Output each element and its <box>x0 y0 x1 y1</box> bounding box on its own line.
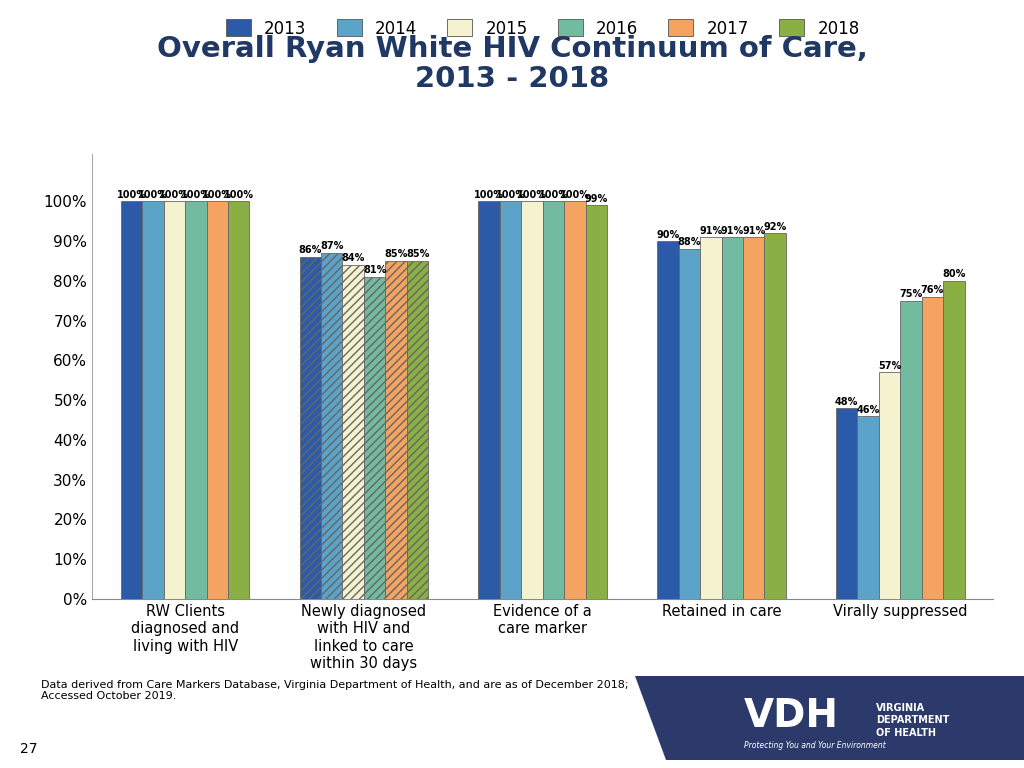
Text: 99%: 99% <box>585 194 608 204</box>
Text: 85%: 85% <box>406 250 429 260</box>
Text: Data derived from Care Markers Database, Virginia Department of Health, and are : Data derived from Care Markers Database,… <box>41 680 629 701</box>
Bar <box>342 265 364 599</box>
Text: Protecting You and Your Environment: Protecting You and Your Environment <box>743 741 886 750</box>
Bar <box>765 233 785 599</box>
Bar <box>922 296 943 599</box>
Bar <box>586 205 607 599</box>
Text: 100%: 100% <box>496 190 525 200</box>
Text: 90%: 90% <box>656 230 680 240</box>
Bar <box>364 277 385 599</box>
Text: 2013 - 2018: 2013 - 2018 <box>415 65 609 93</box>
Text: 84%: 84% <box>342 253 365 263</box>
Text: 76%: 76% <box>921 285 944 295</box>
Text: VIRGINIA
DEPARTMENT
OF HEALTH: VIRGINIA DEPARTMENT OF HEALTH <box>877 703 949 738</box>
Text: 75%: 75% <box>899 290 923 300</box>
Bar <box>722 237 743 599</box>
Bar <box>164 201 185 599</box>
Bar <box>500 201 521 599</box>
Text: 100%: 100% <box>138 190 168 200</box>
Text: 27: 27 <box>20 743 38 756</box>
Text: VDH: VDH <box>743 697 839 736</box>
Text: 57%: 57% <box>878 361 901 371</box>
Text: 88%: 88% <box>678 237 701 247</box>
Bar <box>879 372 900 599</box>
Text: 81%: 81% <box>362 265 386 275</box>
Text: 100%: 100% <box>539 190 568 200</box>
Bar <box>407 261 428 599</box>
Bar <box>385 261 407 599</box>
Bar <box>228 201 250 599</box>
Text: 48%: 48% <box>835 396 858 406</box>
Bar <box>564 201 586 599</box>
Bar <box>478 201 500 599</box>
Text: 100%: 100% <box>517 190 547 200</box>
Text: 91%: 91% <box>699 226 722 236</box>
Text: 100%: 100% <box>181 190 211 200</box>
Bar <box>207 201 228 599</box>
Text: 100%: 100% <box>117 190 146 200</box>
Text: 91%: 91% <box>742 226 765 236</box>
Text: Overall Ryan White HIV Continuum of Care,: Overall Ryan White HIV Continuum of Care… <box>157 35 867 62</box>
Bar <box>657 241 679 599</box>
Bar <box>142 201 164 599</box>
Bar <box>943 281 965 599</box>
Text: 87%: 87% <box>321 241 343 251</box>
Bar <box>679 249 700 599</box>
Bar <box>300 257 321 599</box>
Text: 85%: 85% <box>384 250 408 260</box>
Legend: 2013, 2014, 2015, 2016, 2017, 2018: 2013, 2014, 2015, 2016, 2017, 2018 <box>226 19 859 38</box>
Bar <box>743 237 765 599</box>
Bar <box>857 416 879 599</box>
Text: 100%: 100% <box>203 190 232 200</box>
Text: 92%: 92% <box>764 221 786 232</box>
Bar <box>321 253 342 599</box>
Polygon shape <box>635 676 1024 760</box>
Text: 91%: 91% <box>721 226 743 236</box>
Text: 100%: 100% <box>560 190 590 200</box>
Text: 100%: 100% <box>160 190 189 200</box>
Bar <box>836 408 857 599</box>
Bar <box>900 301 922 599</box>
Bar <box>185 201 207 599</box>
Bar <box>521 201 543 599</box>
Text: 100%: 100% <box>474 190 504 200</box>
Bar <box>543 201 564 599</box>
Text: 80%: 80% <box>942 270 966 280</box>
Text: 46%: 46% <box>856 405 880 415</box>
Text: 86%: 86% <box>299 246 322 256</box>
Bar <box>700 237 722 599</box>
Text: 100%: 100% <box>224 190 254 200</box>
Bar <box>121 201 142 599</box>
